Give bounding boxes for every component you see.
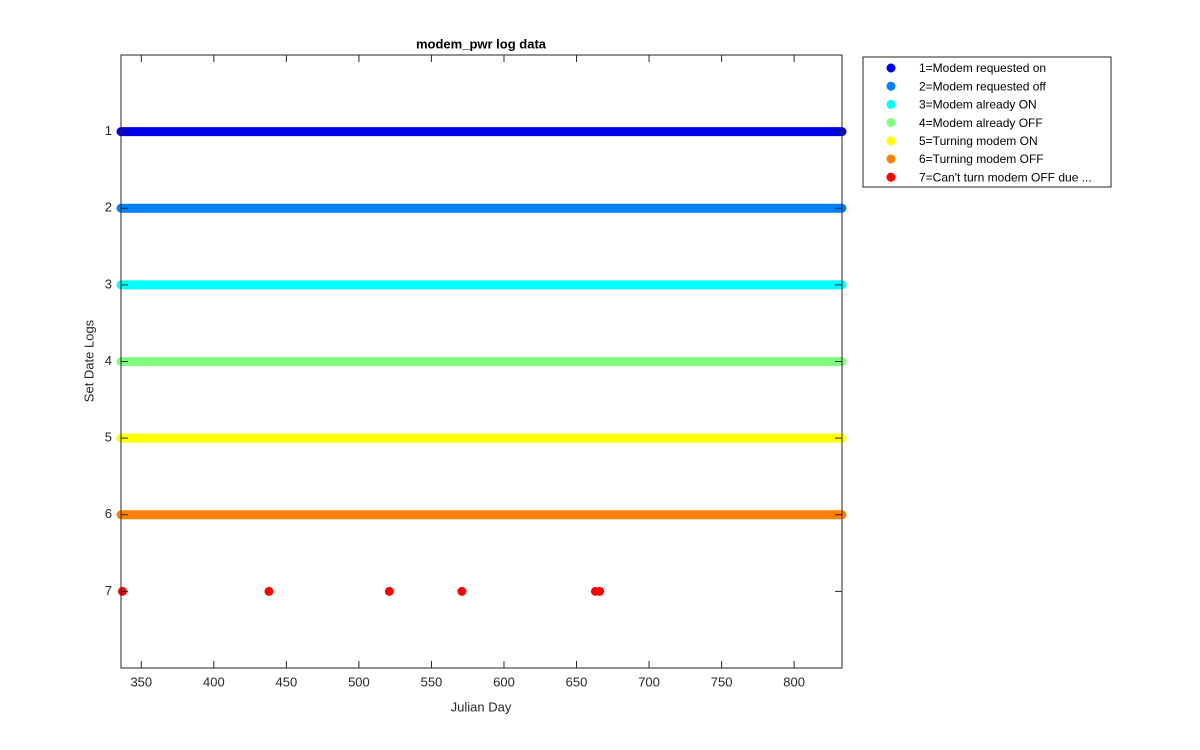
y-tick-label: 4 — [105, 353, 112, 368]
x-tick-label: 350 — [130, 674, 152, 689]
x-tick-label: 450 — [276, 674, 298, 689]
x-tick-label: 400 — [203, 674, 225, 689]
x-tick-label: 700 — [638, 674, 660, 689]
legend-label: 3=Modem already ON — [919, 98, 1037, 112]
x-tick-label: 800 — [783, 674, 805, 689]
point — [595, 586, 605, 596]
legend-marker — [886, 172, 896, 182]
legend-marker — [886, 154, 896, 164]
y-tick-label: 6 — [105, 506, 112, 521]
legend-marker — [886, 99, 896, 109]
legend-label: 2=Modem requested off — [919, 79, 1047, 93]
y-axis-label: Set Date Logs — [81, 319, 96, 402]
point — [457, 586, 467, 596]
y-tick-label: 5 — [105, 430, 112, 445]
y-tick-label: 1 — [105, 123, 112, 138]
point — [264, 586, 274, 596]
x-tick-label: 500 — [348, 674, 370, 689]
x-tick-label: 650 — [566, 674, 588, 689]
legend-marker — [886, 118, 896, 128]
legend-label: 4=Modem already OFF — [919, 116, 1043, 130]
legend-marker — [886, 81, 896, 91]
x-tick-label: 600 — [493, 674, 515, 689]
x-tick-label: 550 — [421, 674, 443, 689]
legend-label: 6=Turning modem OFF — [919, 152, 1044, 166]
legend-label: 5=Turning modem ON — [919, 134, 1038, 148]
point — [384, 586, 394, 596]
x-axis-label: Julian Day — [451, 699, 512, 714]
legend-box — [862, 56, 1112, 188]
legend-label: 1=Modem requested on — [919, 61, 1046, 75]
legend-marker — [886, 136, 896, 146]
y-tick-label: 3 — [105, 276, 112, 291]
y-tick-label: 7 — [105, 583, 112, 598]
x-tick-label: 750 — [711, 674, 733, 689]
legend-marker — [886, 63, 896, 73]
y-tick-label: 2 — [105, 200, 112, 215]
legend-label: 7=Can't turn modem OFF due ... — [919, 170, 1092, 184]
chart-title: modem_pwr log data — [416, 36, 547, 51]
marks — [116, 127, 847, 596]
